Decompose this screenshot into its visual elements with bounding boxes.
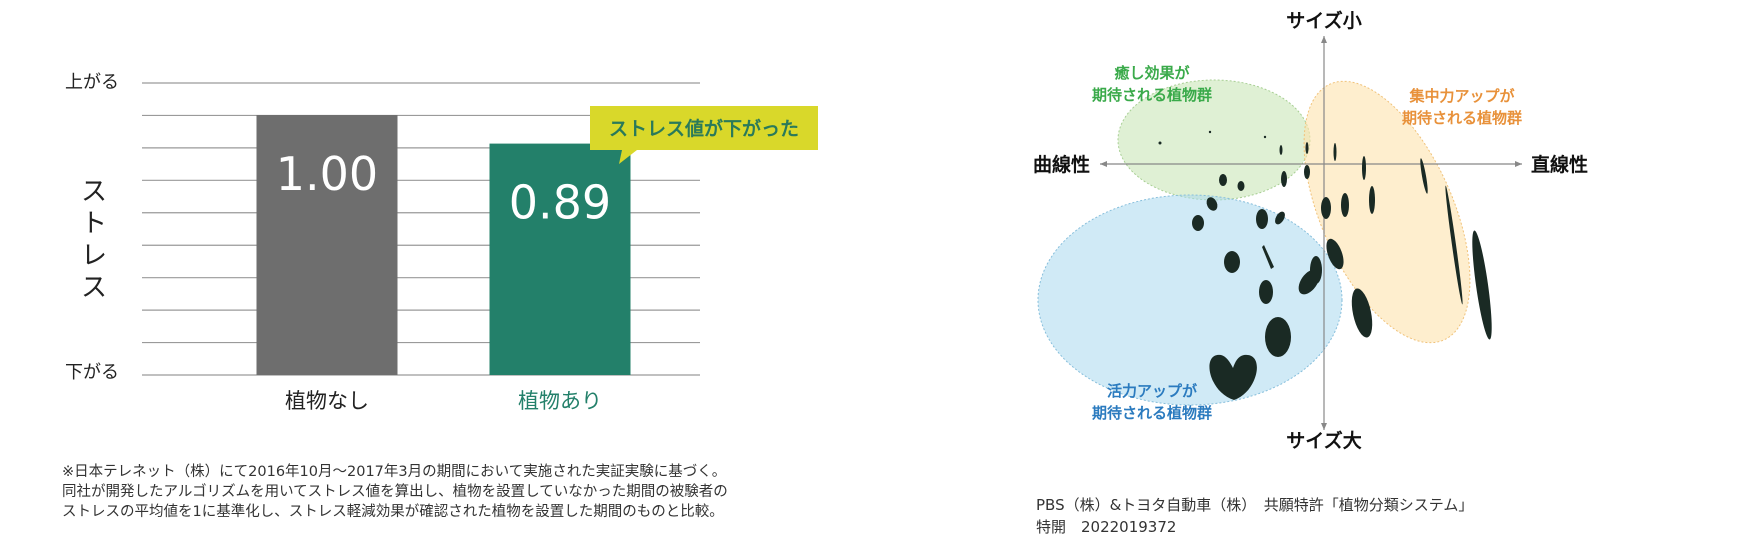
leaf-icon [1326, 238, 1344, 270]
bar-value-label: 1.00 [276, 147, 378, 201]
leaf-icon [1420, 158, 1428, 194]
leaf-icon [1265, 317, 1291, 357]
leaf-icon [1208, 130, 1212, 134]
leaf-icon [1279, 145, 1283, 155]
leaf-icon [1472, 230, 1492, 340]
leaf-icon [1256, 209, 1268, 229]
bars: 1.00 植物なし 0.89 植物あり [256, 115, 631, 413]
footnote-line: ストレスの平均値を1に基準化し、ストレス軽減効果が確認された植物を設置した期間の… [62, 504, 724, 520]
y-axis-label-char: ス [81, 273, 107, 303]
patent-line: 特開 2022019372 [1036, 518, 1177, 536]
focus-group-label-1: 集中力アップが [1408, 87, 1515, 105]
healing-group-label-1: 癒し効果が [1114, 64, 1190, 82]
footnote-line: 同社が開発したアルゴリズムを用いてストレス値を算出し、植物を設置していなかった期… [62, 484, 728, 500]
leaf-icon [1237, 181, 1245, 191]
leaf-icon [1262, 245, 1274, 269]
plant-classification-diagram: サイズ小 サイズ大 曲線性 直線性 癒し効果が 期待される植物群 集中力アップが… [1033, 9, 1588, 452]
leaf-icon [1305, 142, 1309, 154]
footnote: ※日本テレネット（株）にて2016年10月〜2017年3月の期間において実施され… [62, 462, 822, 522]
annotation-callout: ストレス値が下がった [590, 106, 818, 164]
leaf-silhouettes [1158, 130, 1492, 400]
patent-line: PBS（株）&トヨタ自動車（株） 共願特許「植物分類システム」 [1036, 496, 1474, 514]
annotation-text: ストレス値が下がった [609, 117, 799, 140]
leaf-icon [1259, 280, 1273, 304]
leaf-icon [1321, 197, 1331, 219]
axis-top-label: サイズ小 [1286, 9, 1361, 32]
leaf-icon [1304, 165, 1310, 179]
bar [489, 143, 631, 375]
leaf-icon [1369, 186, 1375, 214]
leaf-icon [1219, 174, 1227, 186]
leaf-icon [1192, 215, 1204, 231]
leaf-icon [1206, 197, 1218, 211]
leaf-icon [1275, 211, 1285, 225]
footnote-line: ※日本テレネット（株）にて2016年10月〜2017年3月の期間において実施され… [62, 464, 727, 480]
leaf-icon [1224, 251, 1240, 273]
focus-group-label-2: 期待される植物群 [1402, 109, 1522, 127]
y-axis-label: ストレス [81, 177, 107, 303]
y-axis-label-char: ト [81, 209, 107, 239]
vitality-group-ellipse [1037, 194, 1343, 406]
leaf-icon [1281, 171, 1287, 187]
axis-left-label: 曲線性 [1033, 153, 1090, 176]
leaf-icon [1158, 141, 1162, 145]
bar [256, 115, 398, 375]
bar-value-label: 0.89 [509, 176, 611, 230]
y-axis-label-char: ス [81, 177, 107, 207]
leaf-icon [1351, 288, 1373, 338]
up-arrow-icon [1321, 36, 1327, 43]
category-label: 植物あり [518, 389, 602, 413]
callout-bubble [590, 106, 818, 164]
healing-group-label-2: 期待される植物群 [1092, 86, 1212, 104]
leaf-icon [1341, 193, 1349, 217]
leaf-icon [1263, 135, 1267, 139]
y-top-label: 上がる [65, 72, 119, 93]
y-axis-label-char: レ [81, 241, 107, 271]
leaf-icon [1333, 143, 1337, 161]
leaf-icon [1445, 185, 1463, 305]
patent-note: PBS（株）&トヨタ自動車（株） 共願特許「植物分類システム」 特開 20220… [1036, 494, 1473, 538]
axis-right-label: 直線性 [1531, 153, 1588, 176]
axis-bottom-label: サイズ大 [1286, 429, 1361, 452]
right-arrow-icon [1515, 161, 1522, 167]
leaf-icon [1362, 156, 1366, 180]
leaf-icon [1298, 269, 1320, 295]
heart-leaf-icon [1209, 354, 1257, 400]
y-bottom-label: 下がる [65, 362, 119, 383]
category-label: 植物なし [285, 389, 369, 413]
vitality-group-label-2: 期待される植物群 [1092, 404, 1212, 422]
vitality-group-label-1: 活力アップが [1107, 382, 1198, 400]
left-arrow-icon [1100, 161, 1107, 167]
focus-group-ellipse [1303, 80, 1471, 344]
down-arrow-icon [1321, 423, 1327, 430]
